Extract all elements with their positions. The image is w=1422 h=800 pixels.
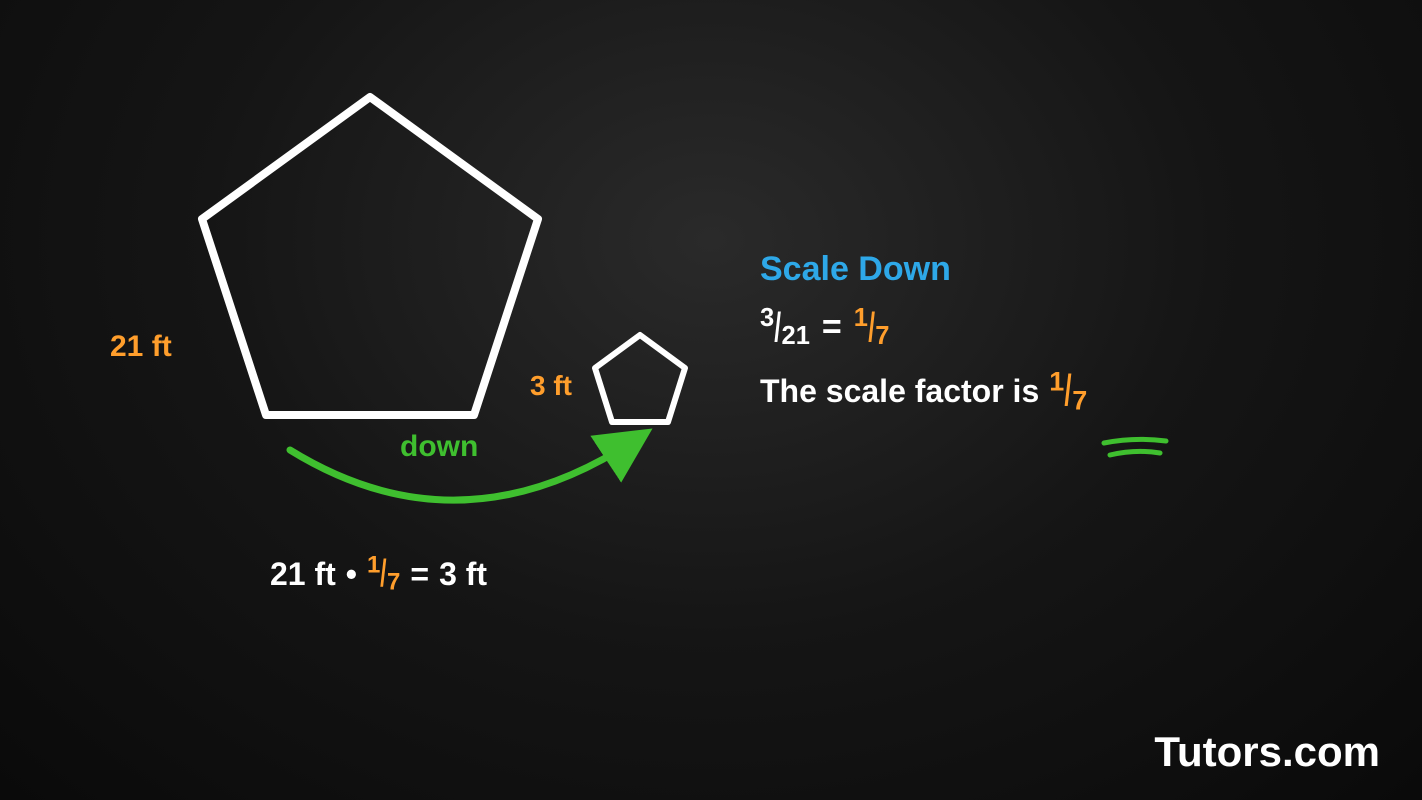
explanation-block: Scale Down 3 / 21 = 1 / 7 The scale fact… [760, 250, 1087, 413]
equation-rhs: 3 ft [439, 556, 487, 593]
frac-3-21: 3 / 21 [760, 307, 810, 348]
explanation-title: Scale Down [760, 250, 1087, 289]
label-large-side: 21 ft [110, 330, 172, 364]
pentagon-large-svg [190, 85, 550, 445]
diagram-stage: 21 ft 3 ft down 21 ft • 1 / 7 = 3 ft Sca… [0, 0, 1422, 800]
pentagon-small-svg [590, 330, 690, 430]
frac-3-21-num: 3 [760, 306, 774, 332]
equation-frac-slash: / [380, 555, 386, 593]
equation-lhs: 21 ft [270, 556, 336, 593]
frac-1-7-a-slash: / [868, 307, 875, 348]
frac-1-7-a-den: 7 [875, 324, 889, 350]
frac-1-7-a: 1 / 7 [854, 307, 890, 348]
emphasis-underline-svg [1100, 435, 1170, 465]
emphasis-underline [1100, 435, 1170, 470]
watermark: Tutors.com [1154, 728, 1380, 776]
underline-stroke-2 [1110, 451, 1160, 455]
line2-text: The scale factor is [760, 373, 1039, 410]
equation-fraction: 1 / 7 [367, 555, 400, 593]
label-small-side: 3 ft [530, 370, 572, 402]
arrow-label: down [400, 430, 478, 464]
frac-3-21-slash: / [774, 307, 781, 348]
frac-1-7-b-slash: / [1065, 370, 1072, 413]
frac-1-7-a-num: 1 [854, 306, 868, 332]
equation-frac-den: 7 [387, 571, 400, 595]
frac-1-7-b-num: 1 [1049, 368, 1064, 395]
frac-1-7-b: 1 / 7 [1049, 370, 1087, 413]
frac-1-7-b-den: 7 [1072, 387, 1087, 414]
equation-frac-num: 1 [367, 554, 380, 578]
scale-equation: 21 ft • 1 / 7 = 3 ft [270, 555, 487, 593]
underline-stroke-1 [1104, 439, 1166, 443]
pentagon-large [190, 85, 550, 450]
line1-equals: = [822, 308, 842, 347]
pentagon-small-shape [595, 335, 685, 422]
explanation-line1: 3 / 21 = 1 / 7 [760, 307, 1087, 348]
frac-3-21-den: 21 [782, 324, 810, 350]
equation-equals: = [410, 556, 429, 593]
explanation-line2: The scale factor is 1 / 7 [760, 370, 1087, 413]
equation-operator: • [346, 556, 357, 593]
pentagon-large-shape [202, 97, 538, 415]
